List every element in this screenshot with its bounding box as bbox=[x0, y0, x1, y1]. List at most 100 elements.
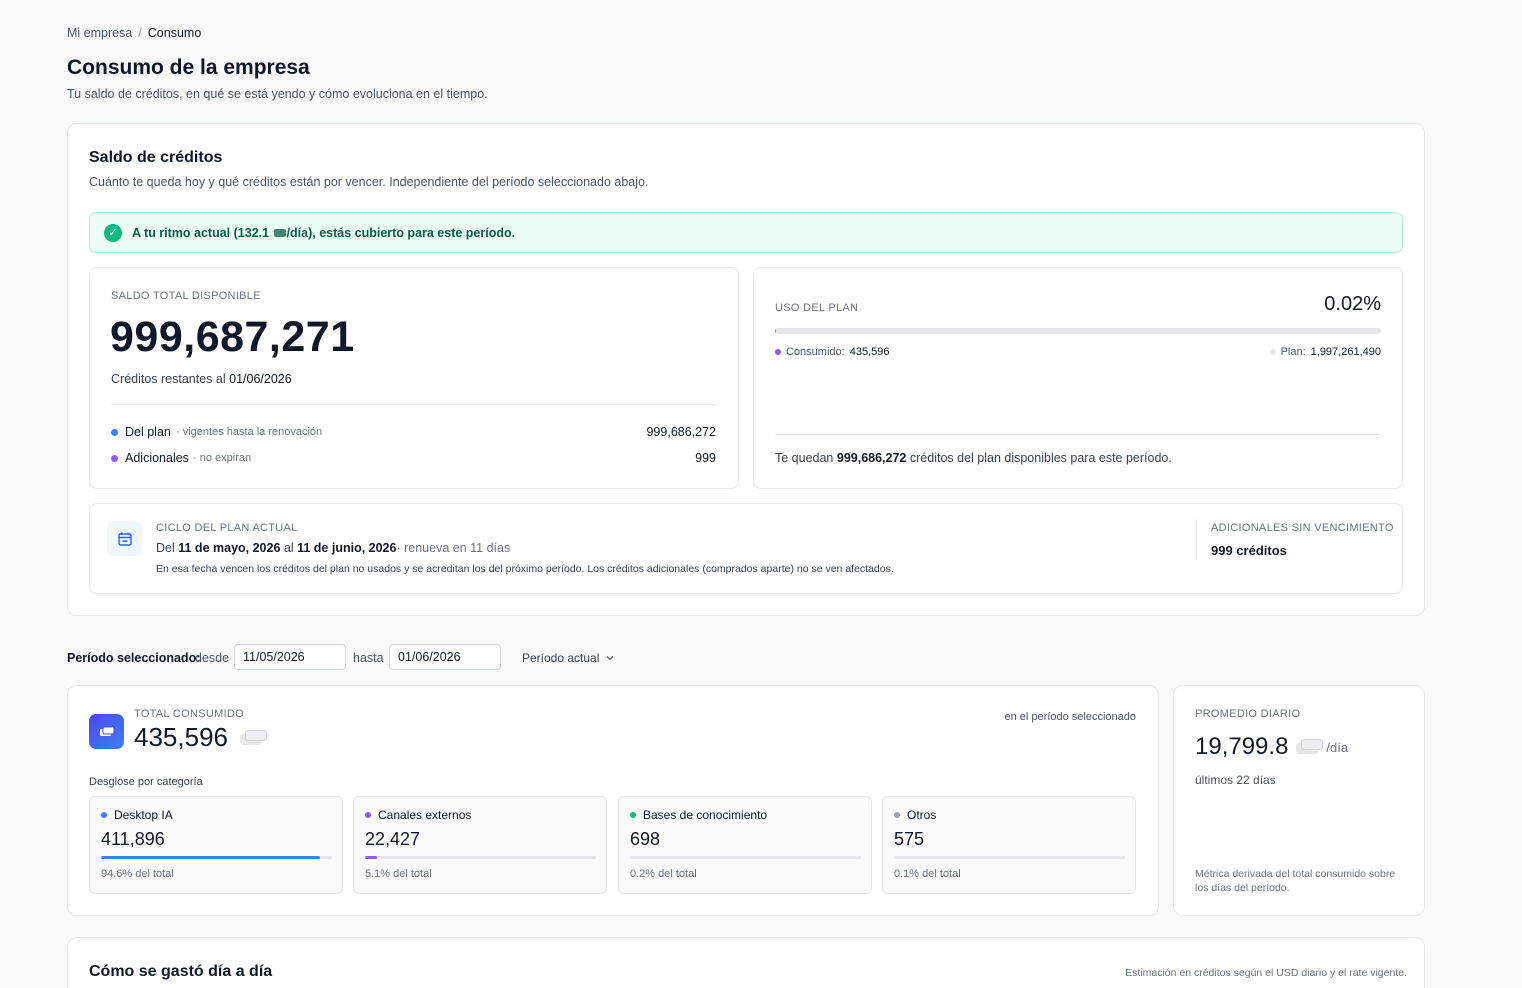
plan-credits-value: 999,686,272 bbox=[646, 425, 716, 439]
cycle-end-date: 11 de junio, 2026 bbox=[297, 541, 397, 555]
total-consumed-value: 435,596 bbox=[134, 722, 228, 752]
category-value: 698 bbox=[630, 829, 661, 849]
category-value: 575 bbox=[894, 829, 925, 849]
check-circle-icon: ✓ bbox=[104, 223, 122, 242]
breadcrumb: Mi empresa / Consumo bbox=[67, 26, 201, 40]
credits-icon bbox=[89, 714, 124, 749]
period-from-label: desde bbox=[195, 651, 230, 665]
category-percent: 5.1% del total bbox=[365, 868, 432, 880]
consumed-legend: Consumido: 435,596 bbox=[775, 346, 889, 358]
category-percent: 0.2% del total bbox=[630, 868, 697, 880]
category-bar-fill bbox=[101, 856, 320, 859]
plan-credits-dot bbox=[111, 429, 118, 436]
category-name: Canales externos bbox=[378, 808, 472, 822]
breadcrumb-current: Consumo bbox=[147, 26, 202, 40]
period-to-input[interactable]: 01/06/2026 bbox=[389, 644, 501, 670]
daily-breakdown-note: Estimación en créditos según el USD diar… bbox=[1125, 967, 1407, 979]
breadcrumb-parent-link[interactable]: Mi empresa bbox=[67, 26, 133, 40]
category-percent: 0.1% del total bbox=[894, 868, 961, 880]
daily-average-card bbox=[1173, 685, 1425, 916]
remaining-credits-line: Créditos restantes al 01/06/2026 bbox=[111, 372, 292, 386]
category-bar bbox=[365, 856, 596, 859]
coverage-alert: ✓ A tu ritmo actual (132.1 /día), estás … bbox=[89, 212, 1403, 253]
daily-average-value: 19,799.8 bbox=[1195, 733, 1289, 760]
category-name: Otros bbox=[907, 808, 937, 822]
daily-average-label: Promedio diario bbox=[1195, 708, 1301, 720]
credit-icon bbox=[273, 228, 286, 237]
cycle-label: Ciclo del plan actual bbox=[156, 522, 298, 534]
daily-breakdown-card bbox=[67, 937, 1425, 988]
category-percent: 94.6% del total bbox=[101, 868, 174, 880]
chevron-down-icon bbox=[606, 656, 614, 661]
extra-credits-value: 999 créditos bbox=[1211, 543, 1287, 558]
breadcrumb-separator: / bbox=[138, 26, 142, 40]
category-dot bbox=[894, 812, 900, 818]
total-balance-label: Saldo total disponible bbox=[111, 290, 261, 302]
additional-credits-dot bbox=[111, 455, 118, 462]
plan-usage-panel bbox=[753, 267, 1403, 489]
daily-average-value-row: 19,799.8 /día bbox=[1195, 733, 1348, 761]
divider bbox=[1196, 519, 1197, 559]
page-subtitle: Tu saldo de créditos, en qué se está yen… bbox=[67, 87, 488, 101]
credit-coins-icon bbox=[1296, 738, 1324, 756]
plan-usage-percent: 0.02% bbox=[1324, 293, 1381, 315]
plan-dot bbox=[1269, 349, 1276, 355]
cycle-from-prefix: Del bbox=[156, 541, 175, 555]
plan-remaining-line: Te quedan 999,686,272 créditos del plan … bbox=[775, 451, 1172, 465]
plan-value: 1,997,261,490 bbox=[1310, 346, 1381, 358]
consumed-dot bbox=[775, 349, 781, 355]
additional-credits-note: · no expiran bbox=[193, 452, 252, 464]
daily-average-period: últimos 22 días bbox=[1195, 773, 1276, 787]
additional-credits-row: Adicionales · no expiran 999 bbox=[111, 451, 716, 467]
period-label: Período seleccionado: bbox=[67, 651, 201, 665]
category-label: Bases de conocimiento bbox=[630, 808, 767, 822]
category-bar-fill bbox=[365, 856, 377, 859]
total-consumed-value-row: 435,596 bbox=[134, 722, 268, 753]
alert-text-prefix: A tu ritmo actual (132.1 bbox=[132, 225, 270, 240]
category-dot bbox=[630, 812, 636, 818]
extra-credits-label: Adicionales sin vencimiento bbox=[1211, 522, 1394, 534]
total-consumed-label: Total consumido bbox=[134, 708, 245, 720]
daily-breakdown-title: Cómo se gastó día a día bbox=[89, 963, 273, 980]
alert-text-suffix: /día), estás cubierto para este período. bbox=[286, 225, 516, 240]
category-bar bbox=[101, 856, 332, 859]
category-dot bbox=[101, 812, 107, 818]
category-value: 411,896 bbox=[101, 829, 165, 849]
category-dot bbox=[365, 812, 371, 818]
category-bar bbox=[630, 856, 861, 859]
category-card-canales-externos: Canales externos 22,427 5.1% del total bbox=[353, 796, 607, 894]
daily-average-unit: /día bbox=[1326, 739, 1349, 755]
page-title: Consumo de la empresa bbox=[67, 56, 310, 79]
category-card-otros: Otros 575 0.1% del total bbox=[882, 796, 1136, 894]
divider bbox=[111, 404, 716, 405]
period-from-input[interactable]: 11/05/2026 bbox=[234, 644, 346, 670]
consumed-label: Consumido: bbox=[786, 346, 845, 358]
category-bar bbox=[894, 856, 1125, 859]
plan-cycle-panel bbox=[89, 503, 1403, 594]
plan-remaining-prefix: Te quedan bbox=[775, 451, 834, 465]
balance-title: Saldo de créditos bbox=[89, 149, 223, 166]
consumed-value: 435,596 bbox=[849, 346, 890, 358]
cycle-dates: Del 11 de mayo, 2026 al 11 de junio, 202… bbox=[156, 541, 510, 555]
cycle-start-date: 11 de mayo, 2026 bbox=[178, 541, 281, 555]
daily-average-note: Métrica derivada del total consumido sob… bbox=[1195, 868, 1396, 894]
category-label: Otros bbox=[894, 808, 936, 822]
category-label: Desktop IA bbox=[101, 808, 173, 822]
category-card-bases-de-conocimiento: Bases de conocimiento 698 0.2% del total bbox=[618, 796, 872, 894]
period-preset-select[interactable]: Período actual bbox=[522, 651, 615, 665]
plan-credits-row: Del plan · vigentes hasta la renovación … bbox=[111, 425, 716, 441]
calendar-icon bbox=[107, 521, 142, 556]
cycle-mid: al bbox=[283, 541, 294, 555]
plan-legend: Plan: 1,997,261,490 bbox=[1269, 346, 1381, 358]
divider bbox=[775, 434, 1381, 435]
total-balance-value: 999,687,271 bbox=[110, 313, 355, 361]
period-to-label: hasta bbox=[353, 651, 384, 665]
total-balance-panel bbox=[89, 267, 739, 489]
category-name: Bases de conocimiento bbox=[643, 808, 768, 822]
additional-credits-label: Adicionales bbox=[125, 451, 189, 465]
cycle-renews: · renueva en 11 días bbox=[396, 541, 511, 555]
plan-credits-label: Del plan bbox=[125, 425, 171, 439]
plan-usage-label: Uso del plan bbox=[775, 302, 859, 314]
plan-credits-note: · vigentes hasta la renovación bbox=[176, 426, 323, 438]
remaining-date: 01/06/2026 bbox=[229, 372, 292, 386]
